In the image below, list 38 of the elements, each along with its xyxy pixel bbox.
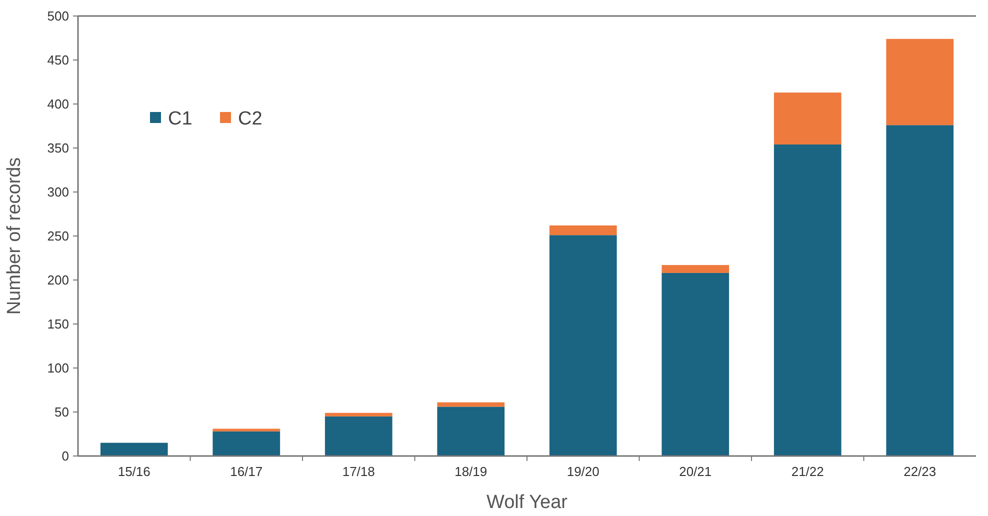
y-tick-label: 500 bbox=[47, 8, 69, 24]
x-tick-label: 17/18 bbox=[342, 464, 375, 479]
y-tick-label: 0 bbox=[62, 448, 69, 464]
bar bbox=[324, 412, 392, 416]
bar bbox=[437, 406, 505, 456]
bar bbox=[662, 265, 730, 273]
y-tick-label: 450 bbox=[47, 52, 69, 68]
x-tick-label: 15/16 bbox=[118, 464, 150, 479]
bar bbox=[774, 92, 842, 144]
bar bbox=[212, 431, 280, 456]
bar bbox=[324, 416, 392, 456]
x-tick-label: 20/21 bbox=[679, 464, 712, 479]
legend-label: C1 bbox=[168, 108, 192, 130]
x-tick-label: 21/22 bbox=[791, 464, 824, 479]
x-tick-label: 18/19 bbox=[454, 464, 488, 479]
bar bbox=[662, 272, 730, 456]
bar bbox=[212, 428, 280, 432]
bar bbox=[886, 38, 954, 126]
y-tick-label: 150 bbox=[47, 316, 69, 332]
y-tick-label: 400 bbox=[47, 96, 69, 112]
bar bbox=[437, 402, 505, 407]
y-tick-label: 300 bbox=[47, 184, 69, 200]
y-tick-label: 200 bbox=[47, 272, 69, 288]
bar bbox=[549, 225, 617, 236]
bar bbox=[886, 125, 954, 456]
x-tick-label: 22/23 bbox=[904, 464, 936, 479]
y-axis-title: Number of records bbox=[4, 157, 25, 315]
x-tick-label: 16/17 bbox=[230, 464, 263, 479]
bar bbox=[100, 442, 168, 456]
bar bbox=[774, 144, 842, 456]
x-axis-title: Wolf Year bbox=[486, 492, 568, 513]
legend-label: C2 bbox=[238, 108, 262, 130]
bar bbox=[549, 235, 617, 456]
y-tick-label: 100 bbox=[47, 360, 69, 376]
y-tick-label: 50 bbox=[54, 404, 69, 420]
y-tick-label: 250 bbox=[47, 228, 69, 244]
y-tick-label: 350 bbox=[47, 140, 69, 156]
x-tick-label: 19/20 bbox=[566, 464, 600, 479]
